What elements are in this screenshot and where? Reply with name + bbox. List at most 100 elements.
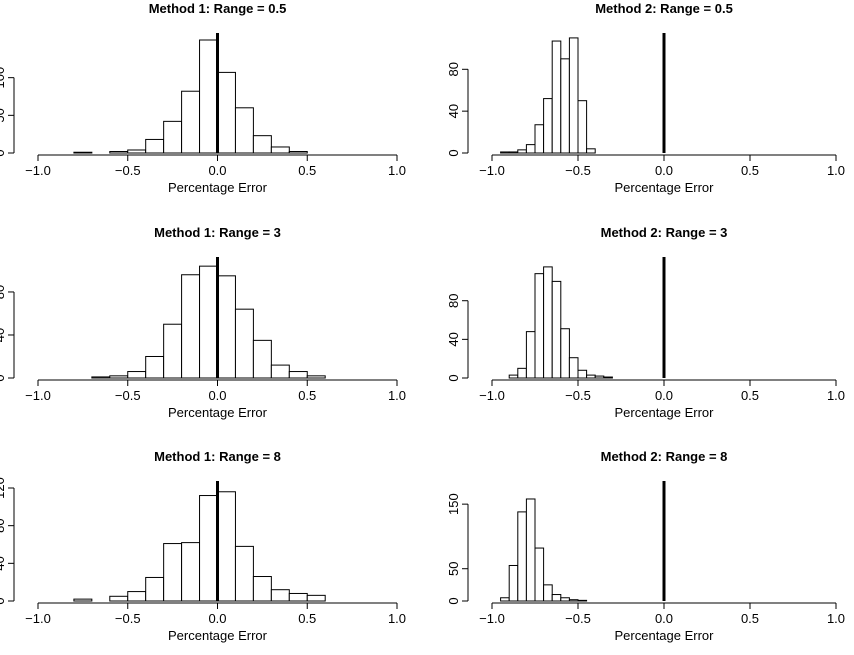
x-tick-label: 0.0 [655,611,673,626]
histogram-panel-4: Method 2: Range = 3 −1.0 −0.5 0.0 0.5 1.0 Perc… [446,225,845,420]
histogram-bar [163,120,183,154]
histogram-bar [145,355,165,379]
histogram-bar [543,584,553,602]
histogram-bar [127,591,147,602]
y-tick-label: 0 [0,374,7,381]
y-tick-label: 40 [0,556,7,570]
histogram-bar [560,328,570,379]
x-tick-label: −0.5 [115,388,141,403]
histogram-bar [109,375,129,379]
x-tick-label: 0.5 [741,611,759,626]
histogram-bar [551,594,562,602]
x-tick-label: −1.0 [479,388,505,403]
x-tick-label: −0.5 [565,611,591,626]
y-tick-label: 50 [446,561,461,575]
y-tick-label: 80 [446,293,461,307]
x-tick-label: 1.0 [827,611,845,626]
histogram-bar [270,146,290,154]
x-tick-label: −1.0 [479,611,505,626]
x-tick-label: 1.0 [388,388,406,403]
histogram-bar [109,595,129,602]
histogram-bar [234,308,254,379]
x-axis-label: Percentage Error [615,180,715,195]
x-tick-label: 0.5 [298,388,316,403]
histogram-bar [525,498,536,602]
histogram-bar [500,151,510,154]
histogram-bar [181,274,201,379]
x-tick-label: −0.5 [565,388,591,403]
histogram-bar [551,40,562,154]
y-tick-label: 0 [446,597,461,604]
histogram-bar [270,364,290,379]
histogram-bar [163,543,183,602]
y-tick-label: 80 [0,285,7,299]
histogram-bar [568,37,579,154]
histogram-bar [543,266,553,379]
x-axis-label: Percentage Error [615,628,715,643]
y-tick-label: 150 [446,493,461,515]
y-tick-label: 40 [0,328,7,342]
histogram-bar [217,71,236,154]
x-tick-label: −0.5 [115,611,141,626]
x-tick-label: 0.5 [298,611,316,626]
x-tick-label: 1.0 [827,163,845,178]
x-tick-label: −1.0 [25,163,51,178]
y-tick-label: 80 [446,62,461,76]
histogram-bar [217,275,236,379]
histogram-bar [508,564,519,602]
histogram-bar [252,339,272,379]
histogram-bar [73,151,93,154]
histogram-bar [199,39,219,154]
x-axis-label: Percentage Error [168,628,268,643]
histogram-bar [234,107,254,154]
histogram-bar [288,592,308,602]
panel-title: Method 2: Range = 3 [601,225,728,240]
panel-title: Method 2: Range = 0.5 [595,1,733,16]
x-tick-label: 0.5 [298,163,316,178]
histogram-bar [560,597,570,602]
y-tick-label: 40 [446,332,461,346]
histogram-bar [145,576,165,602]
histogram-bar [109,150,129,154]
histogram-bar [517,511,527,602]
histogram-bar [517,149,527,154]
histogram-bar [91,376,111,379]
histogram-bar [517,367,527,379]
histogram-bar [270,589,290,602]
x-tick-label: 1.0 [388,163,406,178]
histogram-bar [508,151,519,154]
x-tick-label: 0.0 [208,388,226,403]
histogram-bar [560,58,570,154]
histogram-bar [234,545,254,602]
x-axis-label: Percentage Error [168,405,268,420]
histogram-panel-5: Method 1: Range = 8 −1.0 −0.5 0.0 0.5 1.0 Perc… [0,449,406,643]
y-tick-label: 50 [0,108,7,122]
x-tick-label: −1.0 [25,388,51,403]
panel-title: Method 2: Range = 8 [601,449,728,464]
x-tick-label: −0.5 [565,163,591,178]
x-tick-label: 0.0 [208,163,226,178]
panel-title: Method 1: Range = 8 [154,449,281,464]
x-tick-label: −1.0 [479,163,505,178]
x-tick-label: 0.5 [741,388,759,403]
histogram-bar [252,576,272,602]
histogram-bar [534,273,545,379]
histogram-panel-2: Method 2: Range = 0.5 −1.0 −0.5 0.0 0.5 1.0 Pe… [446,1,845,195]
x-tick-label: −0.5 [115,163,141,178]
histogram-bar [586,374,596,379]
histogram-bar [145,138,165,154]
x-axis-label: Percentage Error [168,180,268,195]
histogram-bar [306,375,326,379]
histogram-bar [199,495,219,602]
histogram-bar [181,542,201,602]
x-tick-label: 0.0 [208,611,226,626]
x-tick-label: 0.0 [655,163,673,178]
histogram-bar [217,491,236,602]
x-tick-label: −1.0 [25,611,51,626]
x-axis-label: Percentage Error [615,405,715,420]
panel-title: Method 1: Range = 3 [154,225,281,240]
histogram-bar [252,135,272,154]
histogram-bar [127,149,147,154]
histogram-bar [551,280,562,379]
